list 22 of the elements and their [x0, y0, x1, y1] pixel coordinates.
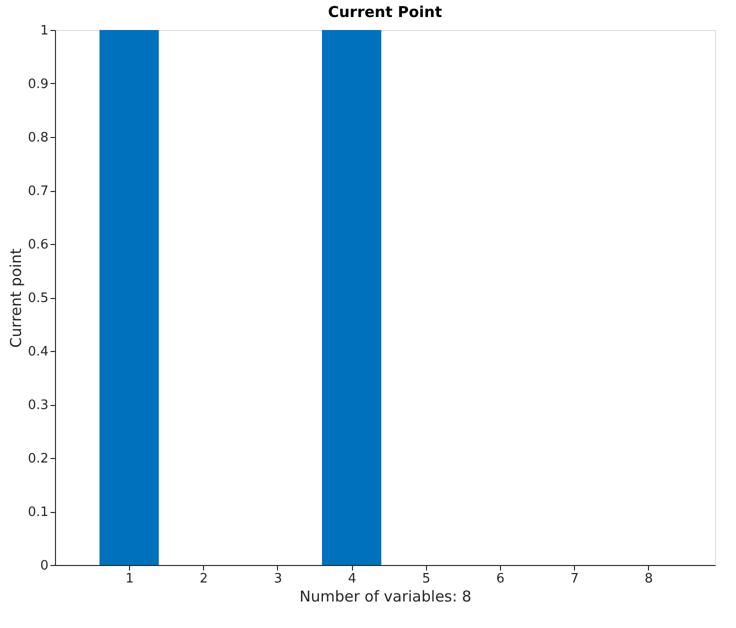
y-tick-label: 0.1 — [28, 505, 48, 520]
y-tick-label: 0.2 — [28, 452, 48, 466]
x-tick-label: 2 — [200, 572, 208, 586]
y-tick-label: 0.9 — [28, 77, 48, 92]
x-axis-title: Number of variables: 8 — [300, 588, 472, 606]
x-tick-label: 1 — [126, 572, 134, 586]
y-tick-label: 0.4 — [28, 344, 48, 360]
x-tick-label: 3 — [274, 572, 282, 586]
x-tick-label: 5 — [422, 572, 430, 586]
x-tick-label: 4 — [348, 572, 356, 586]
y-tick-label: 0.7 — [28, 184, 48, 199]
x-tick-label: 8 — [644, 572, 653, 586]
y-tick-label: 0.6 — [28, 238, 48, 252]
x-tick-label: 7 — [570, 572, 579, 586]
y-tick-label: 0 — [40, 558, 48, 574]
chart-title: Current Point — [328, 3, 442, 21]
y-axis-title: Current point — [6, 248, 25, 348]
y-tick-label: 0.3 — [28, 398, 48, 413]
y-tick-label: 1 — [40, 24, 48, 38]
y-tick-label: 0.8 — [28, 130, 48, 146]
y-tick-label: 0.5 — [28, 291, 48, 306]
x-tick-label: 6 — [496, 572, 505, 586]
